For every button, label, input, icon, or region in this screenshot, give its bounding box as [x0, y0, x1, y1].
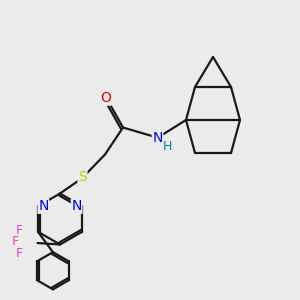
Text: S: S	[78, 170, 87, 184]
Text: N: N	[152, 131, 163, 145]
Text: O: O	[100, 91, 111, 105]
Text: F: F	[11, 235, 19, 248]
Text: N: N	[71, 199, 82, 213]
Text: F: F	[16, 224, 23, 237]
Text: H: H	[162, 140, 172, 153]
Text: F: F	[16, 247, 23, 260]
Text: N: N	[38, 199, 49, 213]
